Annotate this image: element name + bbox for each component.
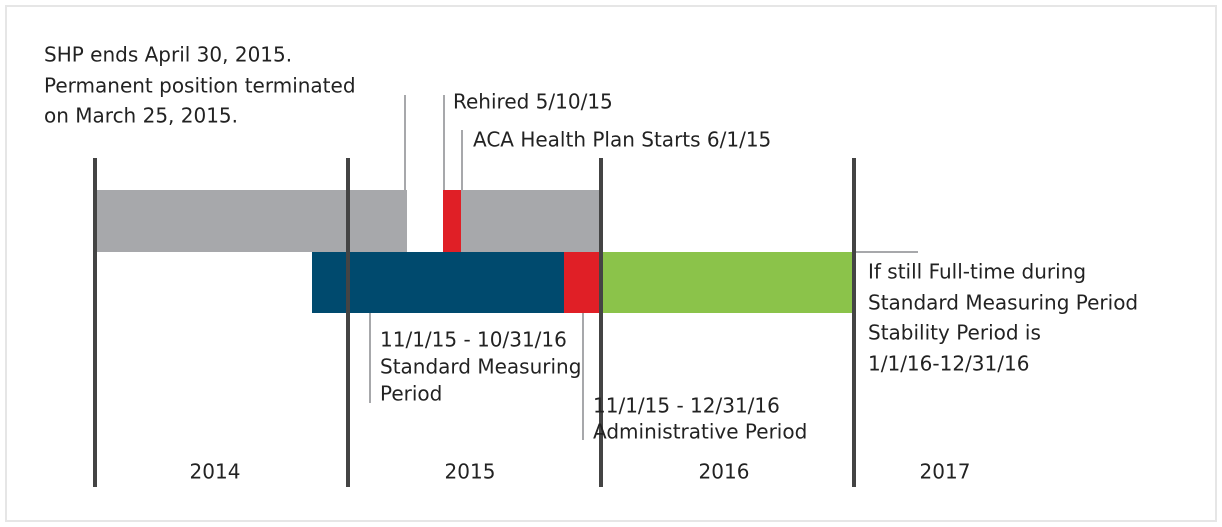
measuring-bar xyxy=(312,252,564,313)
annotation: 11/1/15 - 10/31/16 xyxy=(380,328,567,352)
annotation: Stability Period is xyxy=(868,321,1041,345)
annotation: 1/1/16-12/31/16 xyxy=(868,352,1029,376)
annotation: 11/1/15 - 12/31/16 xyxy=(593,394,780,418)
year-label: 2017 xyxy=(920,460,971,484)
employment-bar xyxy=(461,190,600,252)
rehire-bar xyxy=(443,190,461,252)
annotation: ACA Health Plan Starts 6/1/15 xyxy=(473,128,771,152)
annotation: Permanent position terminated xyxy=(44,74,356,98)
year-label: 2015 xyxy=(445,460,496,484)
annotation: If still Full-time during xyxy=(868,260,1086,284)
annotation: Rehired 5/10/15 xyxy=(453,90,613,114)
year-label: 2016 xyxy=(699,460,750,484)
annotation: SHP ends April 30, 2015. xyxy=(44,43,292,67)
year-label: 2014 xyxy=(190,460,241,484)
annotation: Period xyxy=(380,382,442,406)
annotation: on March 25, 2015. xyxy=(44,104,238,128)
employment-bar xyxy=(97,190,407,252)
annotation: Administrative Period xyxy=(593,420,807,444)
annotation: Standard Measuring xyxy=(380,355,581,379)
annotation: Standard Measuring Period xyxy=(868,291,1138,315)
stability-bar xyxy=(600,252,854,313)
administrative-bar xyxy=(564,252,600,313)
